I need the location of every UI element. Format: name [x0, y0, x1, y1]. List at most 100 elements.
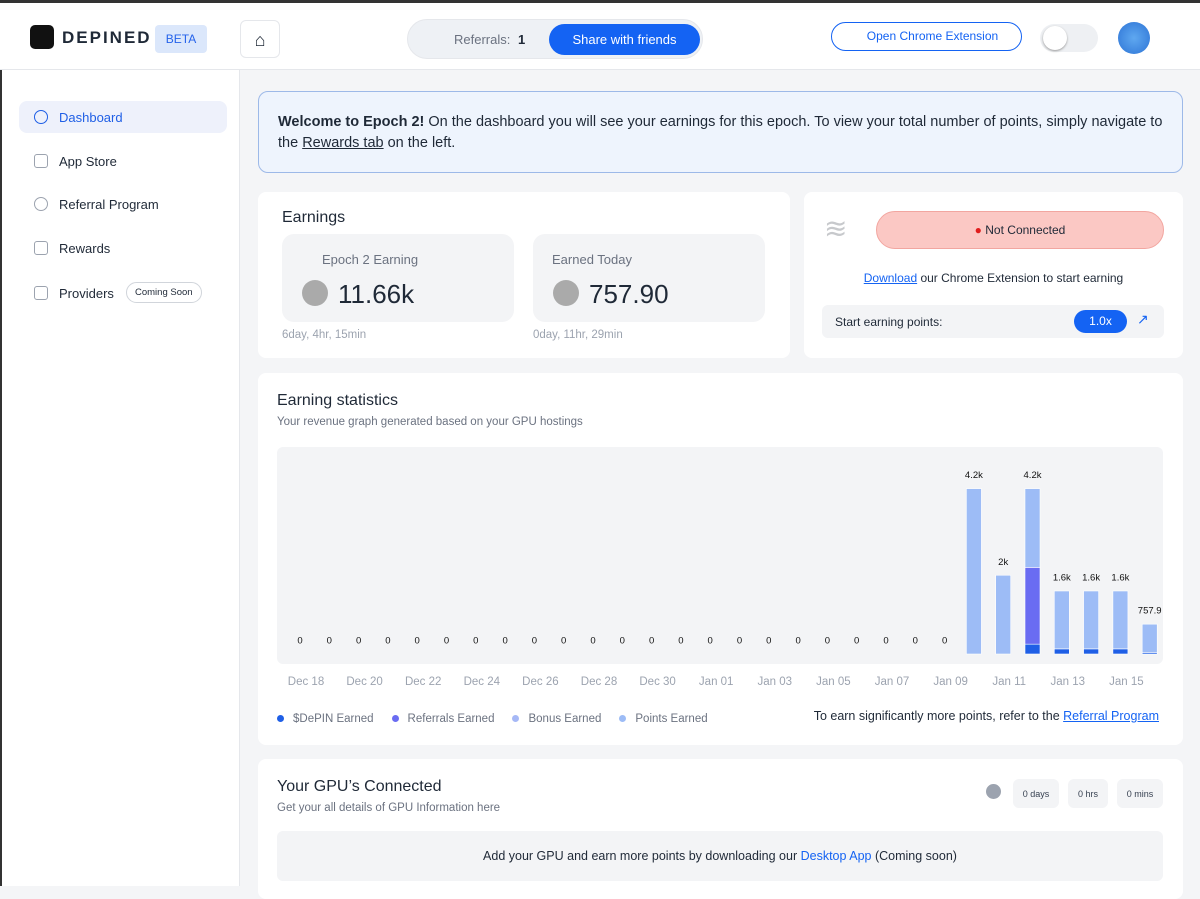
beta-badge: BETA — [155, 25, 207, 53]
nav-item[interactable]: Dashboard — [19, 101, 227, 133]
bar-segment — [995, 574, 1012, 655]
legend-label: $DePIN Earned — [293, 712, 374, 725]
extension-button[interactable]: Open Chrome Extension — [831, 22, 1022, 51]
total-label: 0 — [825, 636, 830, 647]
nav-label: Providers — [59, 285, 114, 301]
banner-text: Add your GPU and earn more points by dow… — [483, 849, 801, 863]
total-label: 0 — [766, 636, 771, 647]
earning-value: 757.90 — [589, 279, 669, 309]
nav-item[interactable]: Providers Coming Soon — [19, 277, 227, 309]
earning-value: 11.66k — [338, 279, 415, 309]
stats-footer: To earn significantly more points, refer… — [814, 709, 1159, 723]
referral-link[interactable]: Referral Program — [1063, 709, 1159, 723]
legend-item: Bonus Earned — [512, 713, 601, 725]
timer-pill: 0 mins — [1117, 779, 1163, 808]
total-label: 0 — [415, 636, 420, 647]
nav-label: Dashboard — [59, 109, 123, 125]
rewards-link[interactable]: Rewards tab — [302, 135, 384, 151]
bar-segment — [1024, 567, 1041, 645]
timer-pill: 0 days — [1013, 779, 1059, 808]
external-link-icon[interactable]: ↗ — [1137, 311, 1149, 327]
total-label: 757.9 — [1138, 606, 1162, 617]
total-label: 0 — [620, 636, 625, 647]
download-line: Download our Chrome Extension to start e… — [804, 271, 1183, 285]
welcome-text: On the dashboard you will see your earni… — [278, 114, 1163, 151]
multiplier: 1.0x — [1074, 310, 1127, 333]
total-label: 0 — [649, 636, 654, 647]
total-label: 0 — [502, 636, 507, 647]
total-label: 0 — [561, 636, 566, 647]
legend-dot — [512, 715, 520, 722]
stats-card: Earning statistics Your revenue graph ge… — [258, 373, 1183, 745]
x-tick-label: Dec 30 — [639, 676, 675, 688]
referral-box: Referrals: 1 Share with friends — [407, 19, 703, 59]
x-tick-label: Dec 26 — [522, 676, 558, 688]
x-tick-label: Jan 05 — [816, 676, 851, 688]
total-label: 0 — [708, 636, 713, 647]
total-label: 0 — [795, 636, 800, 647]
total-label: 0 — [854, 636, 859, 647]
x-tick-label: Dec 22 — [405, 676, 441, 688]
x-tick-label: Jan 01 — [699, 676, 734, 688]
earning-label: Earned Today — [552, 252, 632, 267]
bar-segment — [1141, 623, 1158, 653]
gpu-banner: Add your GPU and earn more points by dow… — [277, 831, 1163, 881]
earning-label: Epoch 2 Earning — [322, 252, 419, 267]
gpu-subtitle: Get your all details of GPU Information … — [277, 802, 501, 814]
logo-icon — [30, 25, 54, 49]
bar-segment — [1083, 590, 1099, 650]
total-label: 0 — [532, 636, 537, 647]
nav-item[interactable]: Rewards — [19, 232, 227, 264]
share-button[interactable]: Share with friends — [549, 24, 700, 55]
bar-segment — [1024, 488, 1041, 568]
total-label: 4.2k — [965, 470, 983, 481]
legend: $DePIN Earned Referrals Earned Bonus Earne… — [277, 709, 726, 727]
x-tick-label: Jan 13 — [1051, 676, 1086, 688]
total-label: 4.2k — [1024, 470, 1042, 481]
x-tick-label: Dec 24 — [464, 676, 501, 688]
x-tick-label: Jan 07 — [875, 676, 910, 688]
top-bar: DEPINED BETA ⌂ Referrals: 1 Share with f… — [0, 3, 1200, 70]
nav-item[interactable]: Referral Program — [19, 188, 227, 220]
total-label: 0 — [356, 636, 361, 647]
total-label: 0 — [327, 636, 332, 647]
bar-segment — [1024, 643, 1041, 655]
avatar[interactable] — [1118, 22, 1150, 54]
bar-segment — [1112, 648, 1129, 655]
x-tick-label: Dec 20 — [346, 676, 382, 688]
total-label: 0 — [444, 636, 449, 647]
total-label: 0 — [590, 636, 595, 647]
welcome-banner: Welcome to Epoch 2! On the dashboard you… — [258, 91, 1183, 173]
earning-card: Earned Today 757.90 — [533, 234, 765, 322]
legend-item: Points Earned — [619, 713, 708, 725]
nav-label: Referral Program — [59, 196, 159, 212]
legend-dot — [619, 715, 627, 722]
download-link[interactable]: Download — [863, 271, 918, 285]
legend-item: Referrals Earned — [391, 713, 494, 725]
earning-time: 0day, 11hr, 29min — [533, 329, 623, 341]
coin-icon — [302, 280, 328, 306]
theme-toggle[interactable] — [1040, 24, 1098, 52]
x-tick-label: Jan 15 — [1109, 676, 1144, 688]
timer-pill: 0 hrs — [1068, 779, 1108, 808]
x-tick-label: Jan 03 — [758, 676, 793, 688]
nav-item[interactable]: App Store — [19, 145, 227, 177]
earning-time: 6day, 4hr, 15min — [282, 329, 367, 341]
bar-segment — [1053, 648, 1070, 655]
stats-subtitle: Your revenue graph generated based on yo… — [277, 416, 583, 428]
total-label: 0 — [473, 636, 478, 647]
total-label: 2k — [998, 557, 1008, 568]
total-label: 0 — [913, 636, 918, 647]
referrals-label: Referrals: — [454, 32, 511, 47]
desktop-app-link[interactable]: Desktop App — [800, 849, 872, 863]
stats-title: Earning statistics — [277, 392, 398, 409]
total-label: 1.6k — [1111, 573, 1129, 584]
x-tick-label: Jan 09 — [933, 676, 968, 688]
total-label: 0 — [883, 636, 888, 647]
connection-card: ≋ ● Not Connected Download our Chrome Ex… — [804, 192, 1183, 358]
total-label: 1.6k — [1053, 573, 1071, 584]
nav-label: Rewards — [59, 240, 111, 256]
total-label: 0 — [942, 636, 947, 647]
home-button[interactable]: ⌂ — [240, 20, 280, 58]
total-label: 1.6k — [1082, 573, 1100, 584]
